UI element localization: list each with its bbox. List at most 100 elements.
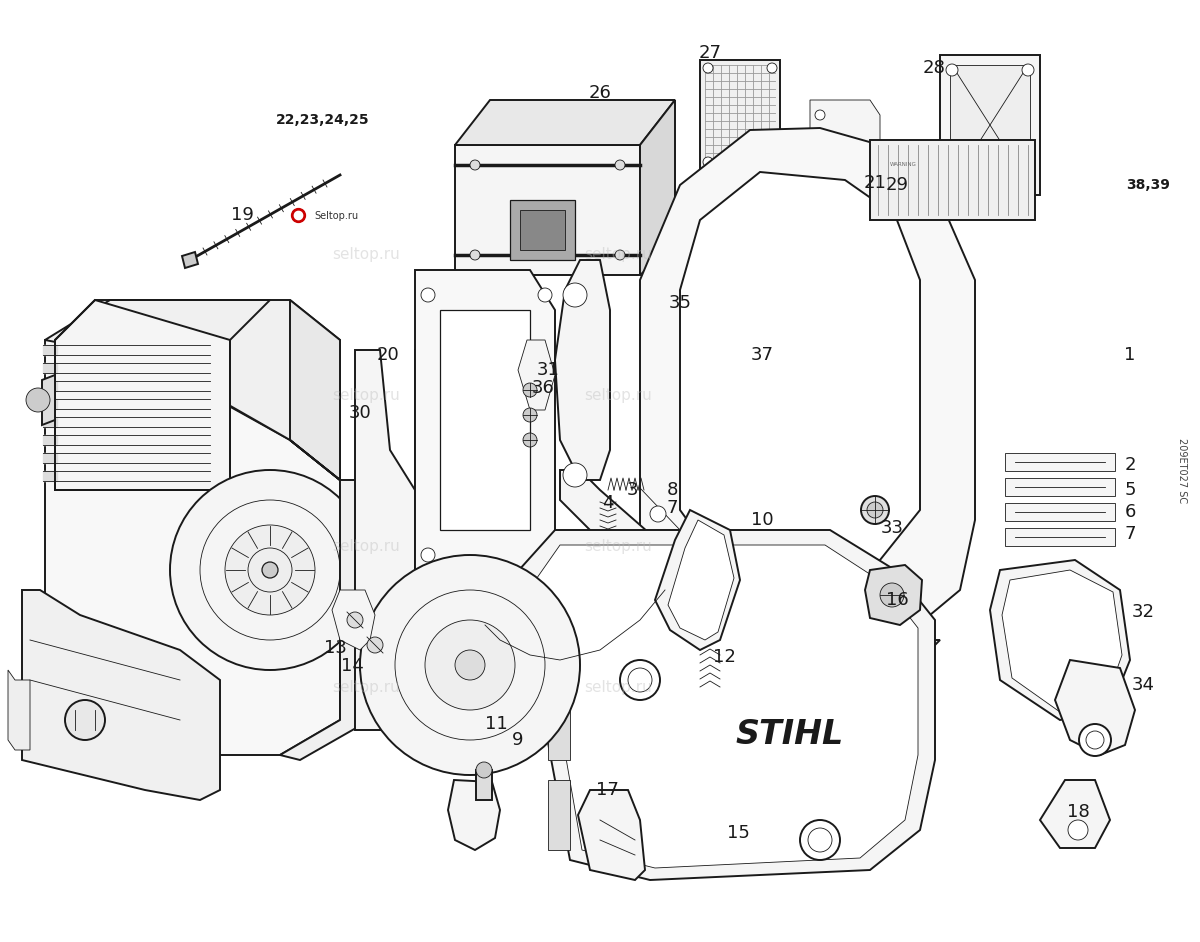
Circle shape — [767, 157, 778, 167]
Text: seltop.ru: seltop.ru — [584, 680, 652, 695]
Polygon shape — [182, 252, 198, 268]
Polygon shape — [510, 200, 575, 260]
Text: 38,39: 38,39 — [1126, 178, 1170, 192]
Text: 9: 9 — [512, 731, 523, 749]
Circle shape — [1068, 820, 1088, 840]
Circle shape — [26, 388, 50, 412]
Polygon shape — [46, 340, 340, 755]
Polygon shape — [440, 310, 530, 530]
Circle shape — [767, 63, 778, 73]
Polygon shape — [640, 100, 674, 275]
Polygon shape — [680, 172, 920, 580]
Polygon shape — [1055, 660, 1135, 755]
Circle shape — [538, 288, 552, 302]
Circle shape — [869, 144, 881, 156]
Text: 8: 8 — [666, 481, 678, 499]
Polygon shape — [548, 680, 570, 760]
Circle shape — [650, 506, 666, 522]
Circle shape — [470, 160, 480, 170]
Text: 12: 12 — [713, 648, 736, 666]
Polygon shape — [760, 620, 940, 700]
Text: 17: 17 — [595, 781, 618, 799]
Polygon shape — [8, 670, 30, 750]
Polygon shape — [548, 780, 570, 850]
Polygon shape — [430, 380, 496, 545]
Polygon shape — [415, 270, 554, 575]
Text: 28: 28 — [923, 59, 946, 77]
Polygon shape — [332, 590, 374, 650]
Text: 18: 18 — [1067, 803, 1090, 821]
Circle shape — [1022, 174, 1034, 186]
Circle shape — [360, 555, 580, 775]
Polygon shape — [290, 300, 340, 480]
Polygon shape — [1006, 478, 1115, 496]
Polygon shape — [950, 65, 1030, 185]
Circle shape — [476, 762, 492, 778]
Text: 30: 30 — [349, 404, 371, 422]
Polygon shape — [455, 100, 674, 145]
Circle shape — [703, 157, 713, 167]
Text: seltop.ru: seltop.ru — [332, 539, 400, 554]
Polygon shape — [640, 128, 974, 660]
Text: 29: 29 — [886, 176, 908, 194]
Text: 14: 14 — [341, 657, 364, 675]
Text: 33: 33 — [881, 519, 904, 537]
Text: 7: 7 — [1124, 525, 1135, 543]
Text: 16: 16 — [886, 591, 908, 609]
Circle shape — [673, 551, 701, 579]
Polygon shape — [520, 210, 565, 250]
Text: 15: 15 — [726, 824, 750, 842]
Circle shape — [425, 620, 515, 710]
Polygon shape — [476, 770, 492, 800]
Text: 21: 21 — [864, 174, 887, 192]
Circle shape — [421, 288, 436, 302]
Text: 13: 13 — [324, 639, 347, 657]
Polygon shape — [810, 100, 880, 200]
Circle shape — [262, 562, 278, 578]
Circle shape — [367, 637, 383, 653]
Circle shape — [421, 548, 436, 562]
Text: 1: 1 — [1124, 346, 1135, 364]
Text: 7: 7 — [666, 499, 678, 517]
Polygon shape — [415, 350, 510, 580]
Text: 36: 36 — [532, 379, 554, 397]
Text: 11: 11 — [485, 715, 508, 733]
Circle shape — [703, 63, 713, 73]
Circle shape — [815, 110, 826, 120]
Polygon shape — [55, 300, 230, 490]
Polygon shape — [1006, 503, 1115, 521]
Circle shape — [470, 250, 480, 260]
Text: 4: 4 — [602, 494, 613, 512]
Text: seltop.ru: seltop.ru — [584, 247, 652, 262]
Circle shape — [347, 612, 364, 628]
Circle shape — [523, 433, 538, 447]
Polygon shape — [46, 300, 340, 480]
Polygon shape — [448, 780, 500, 850]
Polygon shape — [990, 560, 1130, 720]
Circle shape — [665, 543, 709, 587]
Circle shape — [563, 283, 587, 307]
Circle shape — [946, 174, 958, 186]
Text: Seltop.ru: Seltop.ru — [314, 211, 358, 221]
Text: 5: 5 — [1124, 481, 1135, 499]
Circle shape — [563, 463, 587, 487]
Circle shape — [880, 583, 904, 607]
Text: 34: 34 — [1132, 676, 1154, 694]
Circle shape — [850, 177, 866, 193]
Polygon shape — [518, 340, 554, 410]
Text: 27: 27 — [698, 44, 721, 62]
Polygon shape — [355, 350, 415, 730]
Circle shape — [523, 408, 538, 422]
Circle shape — [523, 383, 538, 397]
Polygon shape — [560, 470, 700, 610]
Polygon shape — [1006, 528, 1115, 546]
Polygon shape — [22, 590, 220, 800]
Text: 26: 26 — [588, 84, 612, 102]
Polygon shape — [42, 375, 55, 425]
Circle shape — [170, 470, 370, 670]
Text: 2: 2 — [1124, 456, 1135, 474]
Circle shape — [1022, 64, 1034, 76]
Text: seltop.ru: seltop.ru — [332, 388, 400, 403]
Polygon shape — [865, 565, 922, 625]
Text: 6: 6 — [1124, 503, 1135, 521]
